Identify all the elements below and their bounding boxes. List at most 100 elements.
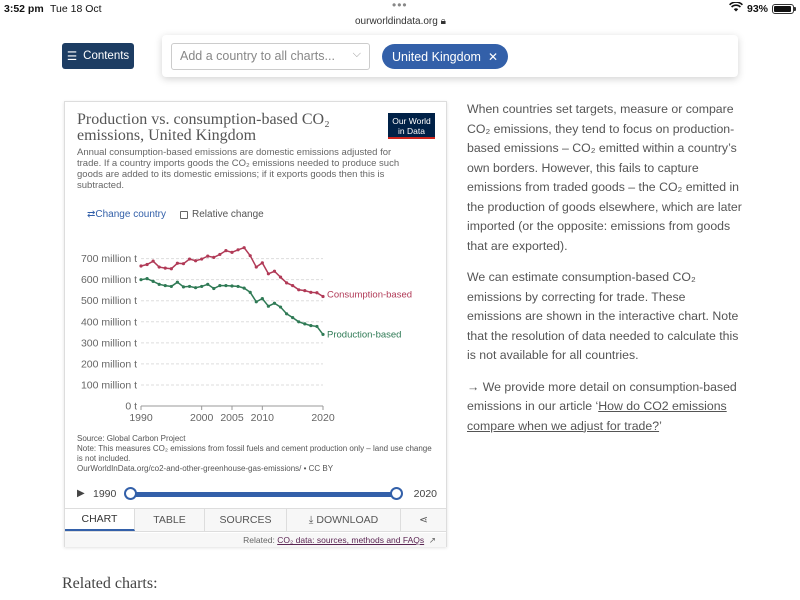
paragraph-3: → We provide more detail on consumption-… (467, 378, 742, 437)
data-point (206, 254, 210, 258)
related-charts-heading: Related charts: (62, 575, 158, 592)
data-point (278, 305, 283, 309)
x-tick-label: 2005 (220, 412, 244, 424)
paragraph-2: We can estimate consumption-based CO₂ em… (467, 270, 739, 362)
y-tick-label: 0 t (125, 401, 137, 413)
data-point (236, 284, 240, 289)
data-point (212, 286, 216, 291)
tab-table[interactable]: TABLE (135, 509, 205, 531)
data-point (169, 267, 173, 271)
data-point (285, 312, 289, 316)
data-point (139, 278, 143, 282)
data-point (248, 290, 252, 294)
wifi-icon (729, 1, 743, 15)
paragraph-3-suffix: ’ (659, 418, 662, 433)
data-point (260, 261, 264, 265)
menu-icon: ☰ (66, 51, 78, 63)
data-point (145, 262, 149, 267)
data-point (163, 283, 167, 288)
logo-line-1: Our World (392, 116, 431, 126)
timeline-end: 2020 (413, 488, 437, 500)
y-tick-label: 500 million t (81, 295, 137, 307)
data-point (194, 259, 198, 263)
data-point (236, 248, 240, 252)
related-bar: Related: CO₂ data: sources, methods and … (65, 533, 446, 547)
data-point (157, 282, 161, 286)
data-point (321, 294, 325, 299)
series-label: Production-based (327, 329, 401, 340)
country-picker-panel: Add a country to all charts... ⌵ United … (162, 35, 738, 77)
relative-change-toggle[interactable]: Relative change (180, 209, 264, 220)
tab-download[interactable]: ⤓ DOWNLOAD (287, 509, 401, 531)
chart-source: Source: Global Carbon Project Note: This… (77, 434, 437, 474)
data-point (266, 272, 270, 276)
more-dots-icon[interactable]: ••• (392, 0, 408, 12)
source-line: Source: Global Carbon Project (77, 434, 186, 443)
data-point (309, 290, 313, 294)
lock-icon: 🔒︎ (440, 16, 446, 27)
country-search-input[interactable]: Add a country to all charts... ⌵ (171, 43, 370, 70)
data-point (291, 283, 295, 288)
chart-card: Production vs. consumption-based CO₂ emi… (64, 101, 447, 547)
selected-country-chip[interactable]: United Kingdom ✕ (382, 44, 509, 69)
selected-country-label: United Kingdom (392, 49, 481, 64)
data-point (151, 259, 155, 263)
tab-sources[interactable]: SOURCES (205, 509, 287, 531)
series-line-consumption (140, 246, 324, 298)
data-point (200, 284, 204, 289)
y-tick-label: 100 million t (81, 379, 137, 391)
tab-download-label: DOWNLOAD (316, 514, 379, 526)
change-country-button[interactable]: ⇄Change country (87, 209, 166, 220)
data-point (145, 277, 149, 281)
play-icon[interactable]: ▶ (77, 488, 85, 499)
source-url[interactable]: OurWorldInData.org/co2-and-other-greenho… (77, 464, 334, 473)
status-time: 3:52 pm (4, 3, 44, 15)
data-point (254, 265, 258, 269)
timeline-track[interactable] (130, 492, 396, 497)
line-chart[interactable]: 0 t 100 million t 200 million t 300 million… (65, 230, 446, 430)
data-point (181, 285, 186, 289)
data-point (230, 284, 234, 288)
battery-percent: 93% (746, 2, 768, 15)
data-point (163, 266, 167, 270)
chevron-down-icon[interactable]: ⌵ (352, 48, 361, 60)
y-tick-label: 600 million t (81, 274, 137, 286)
chart-title: Production vs. consumption-based CO₂ emi… (77, 111, 330, 144)
data-point (297, 320, 301, 324)
data-point (303, 322, 307, 326)
data-point (285, 281, 289, 285)
timeline: ▶ 1990 2020 (77, 486, 437, 504)
battery-icon (772, 3, 796, 14)
related-link[interactable]: CO₂ data: sources, methods and FAQs (277, 535, 425, 545)
data-point (230, 250, 234, 254)
address-bar[interactable]: ourworldindata.org 🔒︎ (355, 16, 446, 27)
y-tick-label: 400 million t (81, 316, 137, 328)
owid-logo[interactable]: Our World in Data (388, 113, 435, 139)
data-point (187, 257, 192, 261)
related-prefix: Related: (243, 535, 275, 545)
data-point (224, 283, 228, 288)
data-point (212, 255, 216, 259)
data-point (254, 300, 258, 304)
relative-change-checkbox[interactable] (180, 210, 188, 219)
swap-icon: ⇄ (87, 209, 96, 220)
data-point (260, 297, 264, 301)
timeline-end-handle[interactable] (390, 487, 403, 500)
tab-sources-label: SOURCES (219, 514, 272, 526)
download-icon: ⤓ (308, 513, 317, 526)
contents-button[interactable]: ☰ Contents (62, 43, 134, 69)
data-point (187, 284, 192, 289)
chart-tabs: CHART TABLE SOURCES ⤓ DOWNLOAD ⋖ (65, 508, 446, 532)
data-point (200, 257, 204, 261)
share-icon[interactable]: ⋖ (419, 514, 428, 526)
data-point (321, 332, 325, 337)
timeline-start-handle[interactable] (124, 487, 137, 500)
y-tick-label: 200 million t (81, 358, 137, 370)
x-tick-label: 2000 (190, 412, 214, 424)
tab-chart[interactable]: CHART (65, 509, 135, 531)
article-link[interactable]: How do CO2 emissions compare when we adj… (467, 399, 727, 433)
data-point (194, 286, 198, 290)
chart-controls: ⇄Change country Relative change (87, 209, 264, 220)
remove-country-icon[interactable]: ✕ (487, 49, 499, 64)
contents-label: Contents (83, 50, 130, 62)
